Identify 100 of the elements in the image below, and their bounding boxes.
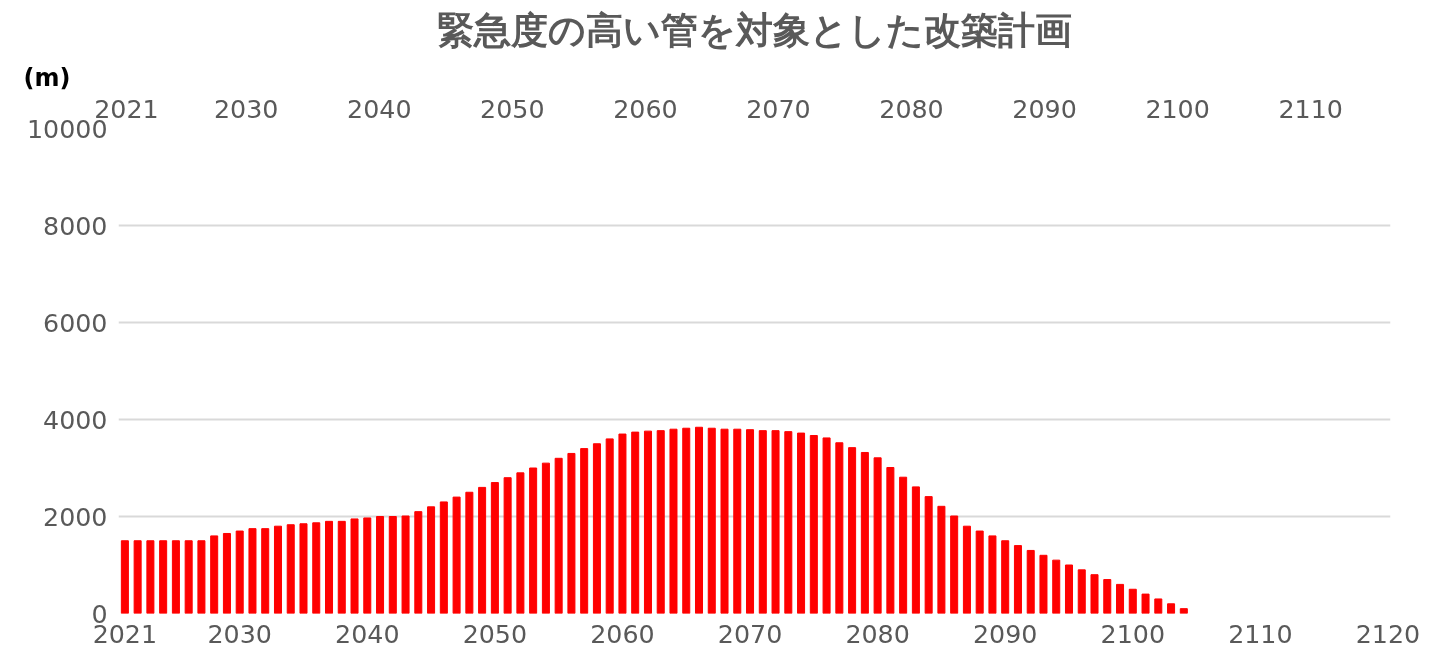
bar	[516, 472, 525, 614]
bar	[643, 430, 652, 614]
bar	[120, 540, 129, 614]
bar	[452, 496, 461, 614]
x2-tick-label: 2070	[746, 93, 811, 124]
bar	[388, 516, 397, 614]
bar	[337, 520, 346, 614]
bar	[1141, 593, 1150, 614]
y-tick-label: 4000	[43, 404, 108, 435]
bar	[975, 530, 984, 614]
bar	[325, 520, 334, 614]
y-axis-title: (m)	[23, 63, 71, 92]
bar	[273, 525, 282, 614]
bar	[159, 540, 168, 614]
bar	[605, 438, 614, 614]
x-tick-label: 2060	[590, 618, 655, 649]
x2-tick-label: 2030	[214, 93, 279, 124]
bar	[1001, 540, 1010, 614]
bar	[197, 540, 206, 614]
bar	[848, 447, 857, 614]
bar	[299, 523, 308, 614]
x-tick-label: 2040	[335, 618, 400, 649]
x-tick-label: 2100	[1100, 618, 1166, 649]
bar	[427, 506, 436, 614]
bar	[401, 515, 410, 614]
bar	[1128, 588, 1137, 614]
bar	[1039, 554, 1048, 614]
y-tick-label: 8000	[43, 210, 108, 241]
x-tick-label: 2080	[845, 618, 910, 649]
bar	[184, 540, 193, 614]
bar	[733, 428, 742, 614]
bar	[567, 452, 576, 614]
bar	[222, 532, 231, 614]
bar	[592, 443, 601, 614]
bar	[988, 535, 997, 614]
bar	[809, 435, 818, 614]
bar	[1116, 583, 1125, 614]
bar	[682, 427, 691, 614]
bar	[694, 426, 704, 614]
bar	[261, 528, 270, 614]
x-tick-label: 2070	[717, 618, 783, 649]
bar	[1077, 569, 1086, 614]
bar	[950, 515, 959, 614]
bar	[669, 428, 678, 614]
bar	[1026, 549, 1035, 614]
x-tick-label: 2120	[1355, 618, 1421, 649]
bar	[146, 540, 155, 614]
bar	[171, 540, 180, 614]
bar	[1154, 598, 1163, 614]
bar	[235, 530, 244, 614]
bar	[1013, 545, 1022, 614]
bar	[618, 433, 627, 614]
x-tick-label: 2050	[462, 618, 528, 649]
bar	[771, 430, 780, 614]
bar	[797, 432, 806, 614]
bar	[746, 429, 755, 614]
bar	[822, 437, 831, 614]
x2-tick-label: 2100	[1145, 93, 1210, 124]
x-tick-label: 2090	[972, 618, 1038, 649]
bar	[924, 496, 933, 614]
x2-tick-label: 2060	[613, 93, 678, 124]
bar	[541, 462, 550, 614]
bar	[784, 431, 793, 614]
bar	[911, 486, 920, 614]
bar	[376, 516, 385, 614]
bar	[133, 540, 142, 614]
bar	[1103, 579, 1112, 614]
bar	[580, 448, 589, 614]
bar	[350, 518, 359, 614]
bar	[1064, 564, 1073, 614]
x2-tick-label: 2080	[879, 93, 944, 124]
x2-tick-label: 2090	[1012, 93, 1077, 124]
bar	[720, 428, 729, 614]
bar	[835, 442, 844, 614]
bar	[490, 482, 499, 614]
bar	[937, 505, 946, 614]
bar	[1090, 574, 1099, 614]
bar	[1052, 559, 1061, 614]
bar	[631, 431, 640, 614]
bar	[656, 430, 665, 614]
bar	[414, 511, 423, 614]
x2-tick-label: 2050	[480, 93, 545, 124]
bar	[873, 457, 882, 614]
bar	[886, 467, 895, 614]
bar	[312, 522, 321, 614]
x-tick-label: 2030	[207, 618, 272, 649]
chart-title: 緊急度の高い管を対象とした改築計画	[437, 7, 1072, 52]
bar	[707, 427, 716, 614]
bar	[210, 535, 219, 614]
bar	[554, 457, 563, 614]
bar	[860, 451, 869, 614]
bar	[899, 476, 908, 614]
bar	[248, 528, 257, 614]
bar	[439, 501, 448, 614]
y-tick-label: 2000	[43, 501, 108, 532]
x2-tick-label: 2110	[1278, 93, 1343, 124]
bar	[503, 477, 512, 614]
bar	[286, 524, 295, 614]
bar	[529, 467, 538, 614]
x-tick-label: 2110	[1228, 618, 1293, 649]
